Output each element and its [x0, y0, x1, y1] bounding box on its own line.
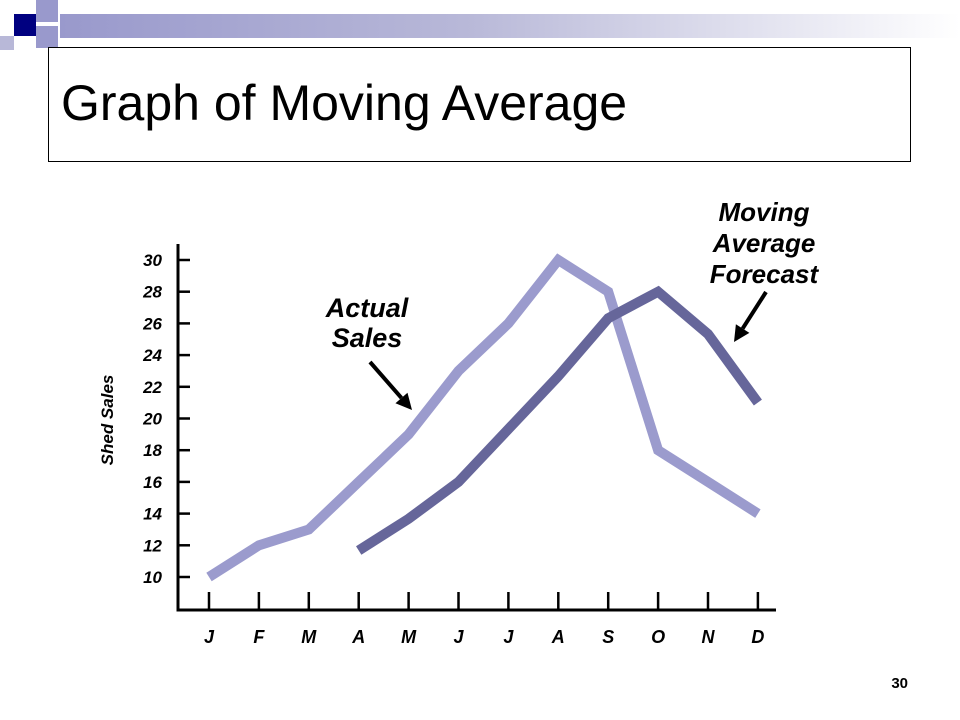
- x-tick-label: O: [651, 627, 665, 647]
- slide-title: Graph of Moving Average: [61, 75, 628, 131]
- x-tick-label: S: [602, 627, 614, 647]
- x-tick-label: F: [253, 627, 265, 647]
- deco-square-dark: [14, 14, 36, 36]
- x-tick-label: M: [301, 627, 317, 647]
- x-tick-label: J: [453, 627, 464, 647]
- series-layer: [206, 253, 762, 582]
- y-tick-label: 22: [142, 378, 162, 397]
- x-tick-label: A: [351, 627, 365, 647]
- y-tick-label: 10: [143, 568, 162, 587]
- x-tick-label: N: [702, 627, 716, 647]
- annotation-label: Forecast: [710, 259, 820, 289]
- annotation-label: Actual: [325, 293, 409, 323]
- y-tick-label: 30: [143, 251, 162, 270]
- annotation-label: Average: [712, 228, 816, 258]
- y-tick-label: 16: [143, 473, 162, 492]
- annotation-label: Moving: [719, 197, 810, 227]
- y-axis-label: Shed Sales: [98, 375, 117, 466]
- annotation-arrowhead: [734, 324, 750, 342]
- y-tick-label: 14: [143, 505, 162, 524]
- x-tick-label: J: [503, 627, 514, 647]
- y-tick-label: 20: [142, 410, 162, 429]
- annotation-arrow: [368, 360, 403, 400]
- y-tick-label: 12: [143, 536, 162, 555]
- x-tick-label: A: [551, 627, 565, 647]
- x-tick-label: M: [401, 627, 417, 647]
- chart-axes: [176, 244, 776, 612]
- y-axis-ticks: 10 12 14 16 18 20 22 24 26 28 30: [142, 251, 190, 587]
- y-tick-label: 24: [142, 346, 162, 365]
- y-tick-label: 26: [142, 314, 162, 333]
- series-line-actual: [206, 253, 761, 582]
- annotation-arrow: [740, 290, 768, 330]
- x-tick-label: D: [751, 627, 764, 647]
- deco-square-light: [0, 36, 14, 50]
- y-tick-label: 18: [143, 441, 162, 460]
- y-tick-label: 28: [142, 283, 162, 302]
- deco-square-light: [36, 0, 58, 22]
- x-tick-label: J: [204, 627, 215, 647]
- annotation-label: Sales: [332, 323, 403, 353]
- header-gradient-bar: [60, 14, 960, 38]
- page-number: 30: [891, 675, 908, 692]
- annotation-arrowhead: [395, 392, 412, 410]
- series-line-forecast: [356, 285, 762, 555]
- deco-square-light: [36, 26, 58, 48]
- title-box: Graph of Moving Average: [48, 47, 911, 162]
